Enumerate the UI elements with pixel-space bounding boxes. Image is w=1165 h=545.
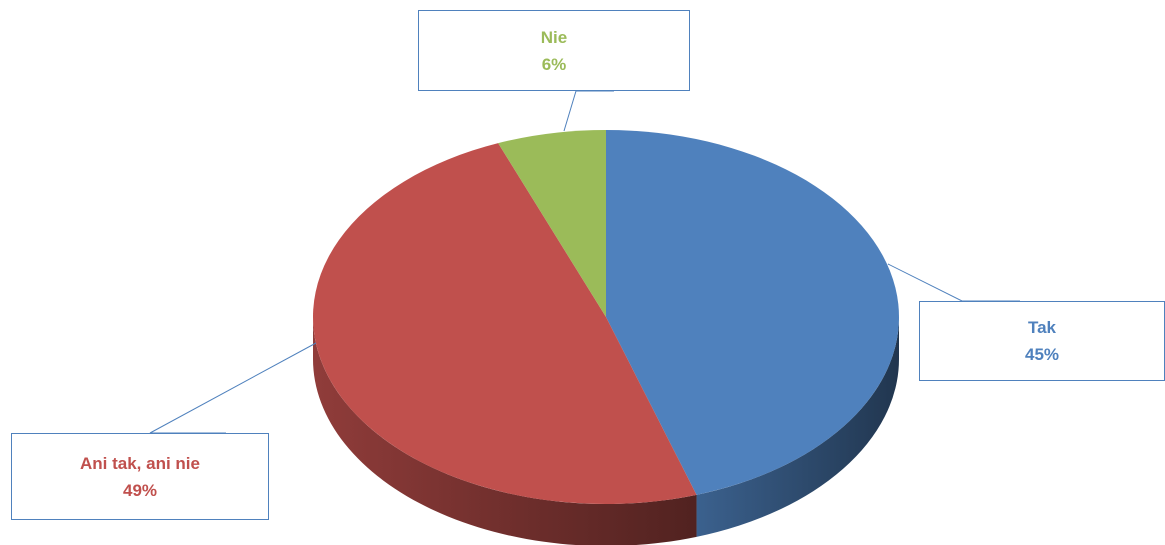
slice-label-ani: Ani tak, ani nie — [80, 453, 200, 473]
leader-line-ani — [149, 342, 317, 434]
slice-value-tak: 45% — [1024, 345, 1060, 364]
pie-side-1 — [313, 317, 697, 545]
pie-side-0 — [696, 317, 899, 537]
slice-value-nie: 6% — [541, 54, 567, 74]
slice-label-tak: Tak — [1027, 318, 1057, 337]
pie-slice-1 — [312, 143, 697, 505]
callout-ani: Ani tak, ani nie 49% — [11, 433, 269, 520]
leader-line-nie — [563, 90, 614, 132]
callout-nie: Nie 6% — [418, 10, 690, 91]
slice-label-nie: Nie — [540, 27, 568, 47]
callout-tak: Tak 45% — [919, 301, 1165, 381]
pie-slice-0 — [606, 130, 900, 495]
pie-slice-2 — [498, 130, 606, 317]
leader-line-tak — [887, 263, 1020, 302]
slice-value-ani: 49% — [122, 480, 158, 500]
